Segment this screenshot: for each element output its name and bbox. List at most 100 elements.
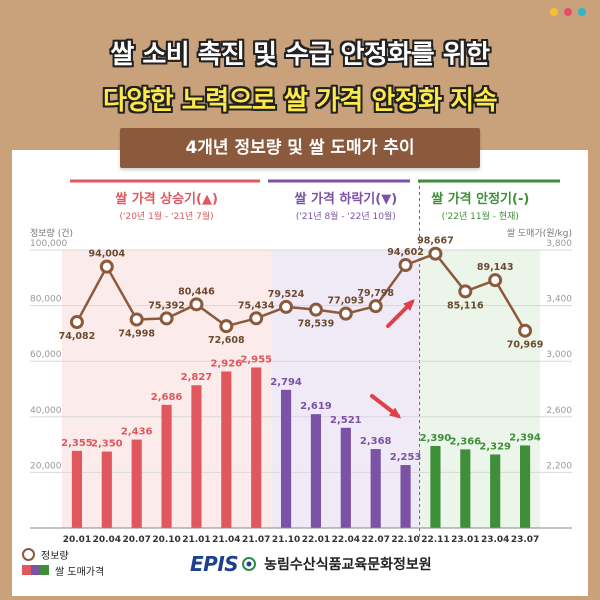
info-volume-label: 80,446 (178, 286, 215, 297)
price-bar-label: 2,253 (390, 452, 422, 463)
x-tick-label: 23.04 (481, 535, 509, 545)
x-tick-label: 21.04 (212, 535, 240, 545)
x-tick-label: 20.10 (152, 535, 180, 545)
info-volume-label: 98,667 (417, 236, 454, 247)
x-tick-label: 22.10 (391, 535, 419, 545)
price-bar (251, 367, 262, 528)
right-tick-label: 2,200 (546, 461, 572, 471)
price-bar-label: 2,390 (420, 433, 452, 444)
price-bar-label: 2,394 (509, 432, 541, 443)
info-volume-label: 70,969 (507, 340, 544, 351)
info-volume-label: 75,434 (238, 300, 275, 311)
info-volume-point (69, 315, 84, 330)
x-tick-label: 20.04 (93, 535, 121, 545)
price-bar (340, 427, 351, 528)
phase-title-2: 쌀 가격 하락기(▼) (294, 191, 397, 207)
price-bar-label: 2,355 (61, 438, 93, 449)
info-volume-point (249, 311, 264, 326)
price-bar-label: 2,619 (300, 401, 332, 412)
x-tick-label: 23.01 (451, 535, 479, 545)
price-bar-label: 2,329 (479, 441, 511, 452)
info-volume-point (129, 312, 144, 327)
info-volume-label: 72,608 (208, 335, 245, 346)
x-tick-label: 20.07 (122, 535, 150, 545)
phase-title-3: 쌀 가격 안정기(-) (431, 191, 529, 207)
info-volume-point (189, 297, 204, 312)
legend: 정보량 쌀 도매가격 (22, 546, 104, 578)
price-bar-label: 2,366 (449, 436, 481, 447)
x-tick-label: 20.01 (63, 535, 91, 545)
window-dots (550, 8, 586, 16)
circle-marker-icon (22, 547, 35, 561)
trend-arrow-down-head (389, 407, 402, 419)
legend-line-label: 정보량 (41, 550, 69, 562)
x-tick-label: 21.07 (242, 535, 270, 545)
x-tick-label: 22.01 (302, 535, 330, 545)
right-axis-label: 쌀 도매가(원/kg) (507, 228, 572, 239)
price-bar (101, 451, 112, 528)
price-bar (191, 385, 202, 528)
headline-line-2: 다양한 노력으로 쌀 가격 안정화 지속 (102, 86, 498, 116)
price-bar-label: 2,926 (210, 358, 242, 369)
price-bar-label: 2,827 (181, 372, 213, 383)
price-bar-label: 2,686 (151, 392, 183, 403)
info-volume-label: 85,116 (447, 300, 484, 311)
price-bar-label: 2,436 (121, 427, 153, 438)
price-bar (161, 404, 172, 528)
x-tick-label: 21.01 (182, 535, 210, 545)
yellow-dot-icon (550, 8, 558, 16)
price-bar-label: 2,955 (240, 354, 272, 365)
price-bar (221, 371, 232, 528)
phase-period-3: ('22년 11월 - 현재) (442, 210, 519, 222)
price-bar (310, 414, 322, 528)
footer-logo: EPIS 농림수산식품교육문화정보원 (190, 552, 432, 576)
right-tick-label: 3,000 (546, 350, 572, 360)
right-tick-label: 3,400 (546, 295, 572, 305)
price-bar (131, 439, 142, 528)
info-volume-point (428, 246, 443, 261)
x-tick-label: 22.07 (361, 535, 389, 545)
info-volume-label: 75,392 (148, 300, 185, 311)
info-volume-point (279, 299, 294, 314)
legend-bar-entry: 쌀 도매가격 (22, 562, 104, 578)
info-volume-label: 74,082 (59, 331, 96, 342)
price-bar (280, 389, 292, 528)
phase-title-1: 쌀 가격 상승기(▲) (115, 191, 218, 207)
trend-arrow-up-head (403, 299, 415, 311)
logo-swirl-icon (242, 557, 257, 571)
chart-subtitle: 4개년 정보량 및 쌀 도매가 추이 (120, 128, 480, 168)
info-volume-label: 79,798 (357, 288, 394, 299)
info-volume-label: 94,004 (88, 249, 125, 260)
legend-line-entry: 정보량 (22, 546, 104, 562)
price-bar-label: 2,368 (360, 436, 392, 447)
price-bar-label: 2,350 (91, 439, 123, 450)
pink-dot-icon (564, 8, 572, 16)
info-volume-label: 89,143 (477, 262, 514, 273)
price-bar (370, 449, 381, 528)
info-volume-label: 77,093 (327, 296, 364, 307)
price-bar (430, 445, 441, 528)
info-volume-label: 79,524 (268, 289, 305, 300)
info-volume-point (159, 311, 174, 326)
left-tick-label: 80,000 (30, 295, 62, 305)
legend-bar-label: 쌀 도매가격 (55, 566, 105, 578)
info-volume-label: 74,998 (118, 329, 155, 340)
teal-dot-icon (578, 8, 586, 16)
x-tick-label: 21.10 (272, 535, 300, 545)
price-bar-label: 2,521 (330, 415, 362, 426)
phase-period-1: ('20년 1월 - '21년 7월) (119, 210, 213, 222)
price-bar-label: 2,794 (270, 377, 302, 388)
left-axis-label: 정보량 (건) (30, 227, 73, 239)
organization-name: 농림수산식품교육문화정보원 (264, 557, 432, 573)
x-tick-label: 23.07 (511, 535, 539, 545)
left-tick-label: 20,000 (30, 461, 62, 471)
info-volume-point (219, 319, 234, 334)
price-bar (460, 449, 471, 528)
info-volume-point (488, 273, 503, 288)
left-tick-label: 40,000 (30, 406, 62, 416)
info-volume-point (458, 284, 473, 299)
info-volume-label: 78,539 (298, 319, 335, 330)
x-tick-label: 22.04 (332, 535, 360, 545)
